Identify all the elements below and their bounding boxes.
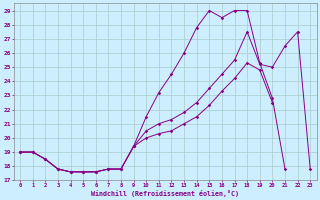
X-axis label: Windchill (Refroidissement éolien,°C): Windchill (Refroidissement éolien,°C) (91, 190, 239, 197)
